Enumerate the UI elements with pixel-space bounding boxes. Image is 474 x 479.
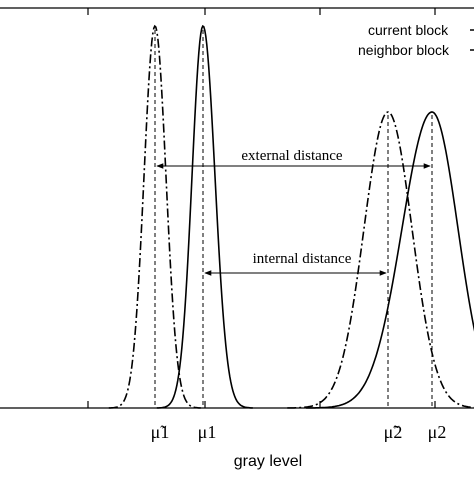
density-curve [108,24,201,409]
legend-label: neighbor block [358,42,450,58]
legend-label: current block [368,22,449,38]
peak-label: μ1 [198,422,217,442]
density-curve [287,111,474,409]
density-curve [156,24,253,409]
curves [108,24,474,409]
annotation: internal distance [253,251,352,267]
peak-label: μ̃2 [384,422,403,442]
density-curve [305,111,474,409]
annotation: external distance [241,148,343,164]
legend: current block neighbor block [358,22,450,58]
peak-labels: μ̃1 μ1 μ̃2 μ2 [151,422,447,442]
peak-label: μ2 [428,422,447,442]
peak-label: μ̃1 [151,422,170,442]
peak-guides [154,30,433,408]
axes-frame [0,7,474,409]
x-axis-label: gray level [234,453,302,470]
